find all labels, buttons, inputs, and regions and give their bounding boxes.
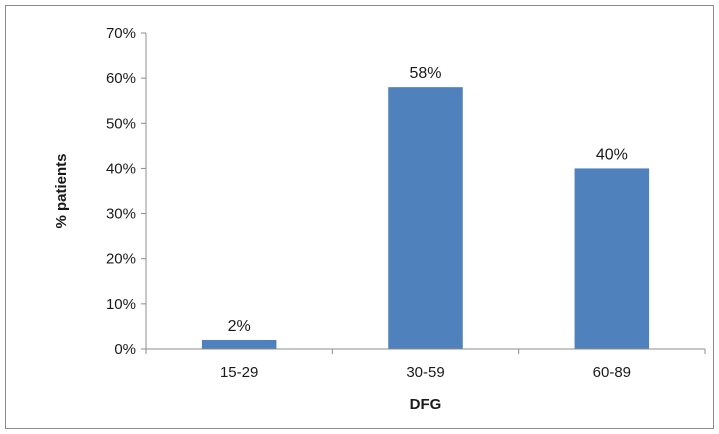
- y-axis-title: % patients: [53, 153, 70, 228]
- x-tick-label-15-29: 15-29: [220, 364, 258, 381]
- y-tick-label: 30%: [106, 206, 136, 223]
- y-tick-label: 40%: [106, 160, 136, 177]
- x-tick-label-60-89: 60-89: [593, 364, 631, 381]
- y-tick-label: 50%: [106, 115, 136, 132]
- data-label-15-29: 2%: [228, 318, 251, 335]
- x-tick-label-30-59: 30-59: [406, 364, 444, 381]
- y-axis-ticks: 0% 10% 20% 30% 40% 50% 60% 70%: [106, 25, 146, 358]
- data-label-30-59: 58%: [409, 65, 441, 82]
- data-labels: 2% 58% 40%: [228, 65, 628, 335]
- y-tick-label: 0%: [114, 341, 136, 358]
- data-label-60-89: 40%: [596, 146, 628, 163]
- bar-15-29: [201, 339, 277, 349]
- x-axis-title: DFG: [410, 396, 442, 413]
- bar-60-89: [574, 168, 650, 349]
- bars: [201, 87, 650, 350]
- y-tick-label: 20%: [106, 251, 136, 268]
- x-axis-ticks: 15-29 30-59 60-89: [145, 349, 706, 381]
- y-tick-label: 70%: [106, 25, 136, 42]
- y-tick-label: 60%: [106, 70, 136, 87]
- bar-30-59: [388, 87, 463, 350]
- y-tick-label: 10%: [106, 296, 136, 313]
